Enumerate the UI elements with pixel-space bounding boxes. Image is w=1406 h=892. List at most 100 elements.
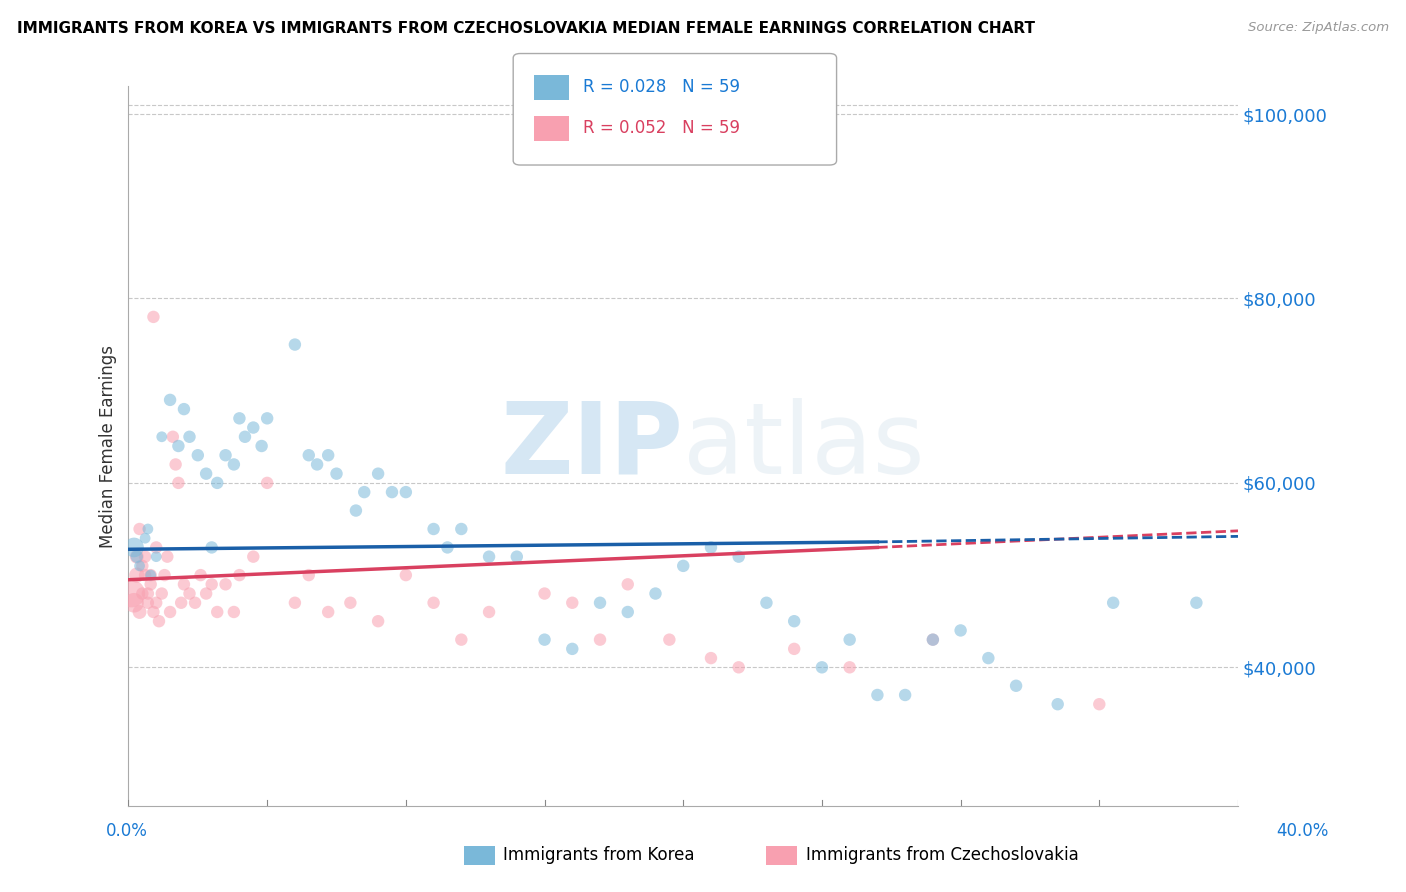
Point <box>616 577 638 591</box>
Point <box>162 430 184 444</box>
Point <box>179 430 201 444</box>
Point <box>201 577 224 591</box>
Point <box>316 448 339 462</box>
Point <box>122 596 145 610</box>
Point <box>150 430 173 444</box>
Point <box>284 596 307 610</box>
Point <box>242 549 264 564</box>
Point <box>190 568 212 582</box>
Text: Immigrants from Korea: Immigrants from Korea <box>503 846 695 863</box>
Point <box>1088 697 1111 711</box>
Point <box>167 439 190 453</box>
Point <box>339 596 361 610</box>
Point <box>148 614 170 628</box>
Point <box>949 624 972 638</box>
Point <box>298 568 321 582</box>
Point <box>134 568 156 582</box>
Point <box>131 558 153 573</box>
Point <box>150 586 173 600</box>
Point <box>921 632 943 647</box>
Point <box>131 586 153 600</box>
Point <box>233 430 256 444</box>
Text: IMMIGRANTS FROM KOREA VS IMMIGRANTS FROM CZECHOSLOVAKIA MEDIAN FEMALE EARNINGS C: IMMIGRANTS FROM KOREA VS IMMIGRANTS FROM… <box>17 21 1035 36</box>
Point <box>195 586 218 600</box>
Text: R = 0.052   N = 59: R = 0.052 N = 59 <box>583 119 741 136</box>
Point <box>222 605 245 619</box>
Point <box>367 614 389 628</box>
Point <box>242 420 264 434</box>
Point <box>165 458 187 472</box>
Point <box>145 596 167 610</box>
Point <box>561 596 583 610</box>
Point <box>561 641 583 656</box>
Point <box>700 541 723 555</box>
Point <box>228 568 250 582</box>
Point <box>450 632 472 647</box>
Point <box>1046 697 1069 711</box>
Point <box>644 586 666 600</box>
Point <box>589 632 612 647</box>
Point <box>139 568 162 582</box>
Text: Immigrants from Czechoslovakia: Immigrants from Czechoslovakia <box>806 846 1078 863</box>
Point <box>214 448 236 462</box>
Point <box>838 660 860 674</box>
Point <box>136 586 159 600</box>
Point <box>222 458 245 472</box>
Point <box>838 632 860 647</box>
Point <box>145 541 167 555</box>
Point <box>122 541 145 555</box>
Point <box>170 596 193 610</box>
Text: atlas: atlas <box>683 398 925 494</box>
Point <box>977 651 1000 665</box>
Point <box>136 522 159 536</box>
Point <box>367 467 389 481</box>
Y-axis label: Median Female Earnings: Median Female Earnings <box>100 344 117 548</box>
Point <box>187 448 209 462</box>
Point <box>184 596 207 610</box>
Point <box>159 392 181 407</box>
Point <box>811 660 834 674</box>
Point <box>1005 679 1028 693</box>
Point <box>344 503 367 517</box>
Point <box>256 475 278 490</box>
Point <box>783 614 806 628</box>
Point <box>307 458 329 472</box>
Point <box>395 485 418 500</box>
Point <box>1102 596 1125 610</box>
Point <box>145 549 167 564</box>
Point <box>353 485 375 500</box>
Point <box>153 568 176 582</box>
Point <box>228 411 250 425</box>
Point <box>256 411 278 425</box>
Point <box>533 632 555 647</box>
Point <box>128 522 150 536</box>
Point <box>214 577 236 591</box>
Point <box>139 577 162 591</box>
Point <box>250 439 273 453</box>
Point <box>783 641 806 656</box>
Point <box>142 605 165 619</box>
Point <box>533 586 555 600</box>
Point <box>727 549 749 564</box>
Point <box>167 475 190 490</box>
Text: 0.0%: 0.0% <box>105 822 148 840</box>
Point <box>139 568 162 582</box>
Point <box>156 549 179 564</box>
Point <box>325 467 347 481</box>
Text: ZIP: ZIP <box>501 398 683 494</box>
Point <box>616 605 638 619</box>
Point <box>478 549 501 564</box>
Point <box>298 448 321 462</box>
Point <box>125 549 148 564</box>
Text: 40.0%: 40.0% <box>1277 822 1329 840</box>
Point <box>195 467 218 481</box>
Point <box>120 586 142 600</box>
Text: R = 0.028   N = 59: R = 0.028 N = 59 <box>583 78 741 95</box>
Point <box>136 596 159 610</box>
Point <box>128 605 150 619</box>
Point <box>125 568 148 582</box>
Point <box>450 522 472 536</box>
Point <box>207 475 229 490</box>
Point <box>506 549 529 564</box>
Point <box>436 541 458 555</box>
